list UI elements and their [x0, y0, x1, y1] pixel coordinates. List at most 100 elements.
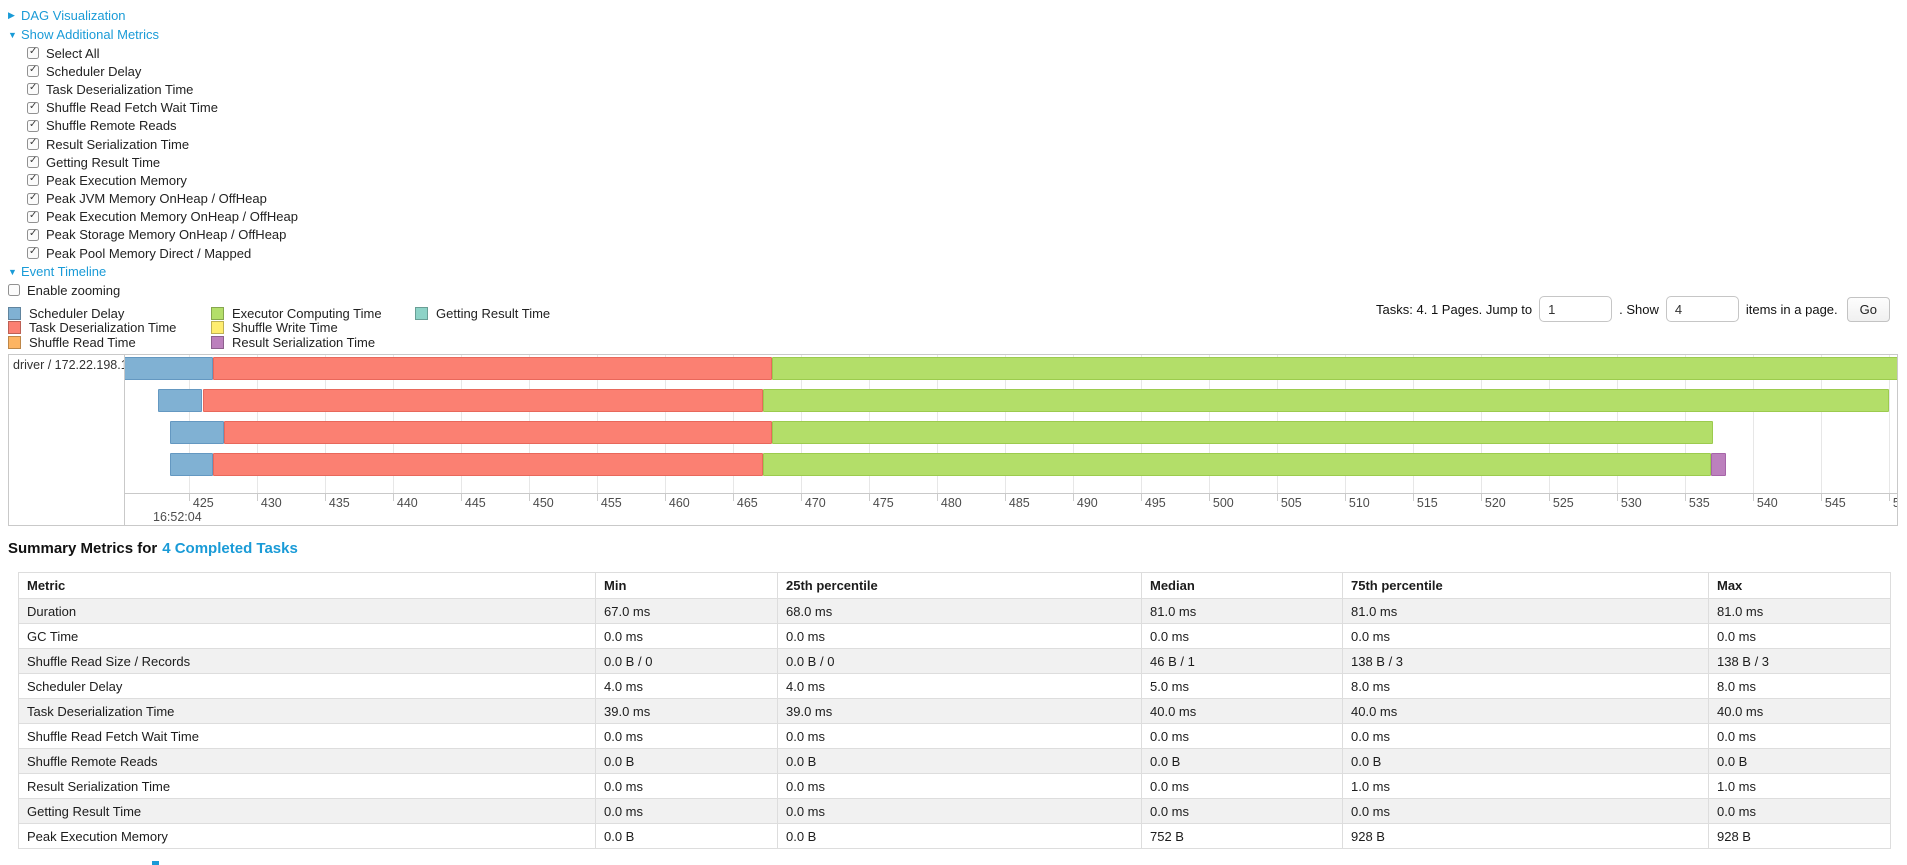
axis-tick: [664, 494, 666, 501]
table-cell: 928 B: [1708, 823, 1891, 849]
table-cell: 0.0 ms: [595, 723, 778, 749]
metric-checkbox-item[interactable]: Peak Pool Memory Direct / Mapped: [27, 244, 298, 262]
task-segment-scheduler-delay[interactable]: [125, 357, 214, 380]
task-pagination: Tasks: 4. 1 Pages. Jump to . Show items …: [1376, 296, 1890, 322]
table-cell: Result Serialization Time: [18, 773, 596, 799]
table-header-cell: Max: [1708, 572, 1891, 599]
metric-checkbox-item[interactable]: Scheduler Delay: [27, 62, 298, 80]
axis-tick-label: 515: [1416, 496, 1438, 510]
axis-tick: [256, 494, 258, 501]
axis-tick: [1548, 494, 1550, 501]
axis-tick: [936, 494, 938, 501]
metric-checkbox-item[interactable]: Peak JVM Memory OnHeap / OffHeap: [27, 190, 298, 208]
checkbox-icon[interactable]: [27, 155, 39, 169]
show-additional-metrics-toggle[interactable]: ▼ Show Additional Metrics: [8, 25, 298, 44]
axis-tick-label: 475: [872, 496, 894, 510]
metric-checkbox-item[interactable]: Shuffle Remote Reads: [27, 117, 298, 135]
table-cell: 0.0 B: [777, 748, 1142, 774]
table-cell: 46 B / 1: [1141, 648, 1343, 674]
metric-checkbox-item[interactable]: Peak Storage Memory OnHeap / OffHeap: [27, 226, 298, 244]
table-cell: 752 B: [1141, 823, 1343, 849]
pagination-mid: . Show: [1619, 301, 1659, 317]
legend-item: Shuffle Read Time: [8, 335, 179, 350]
task-segment-task-deserialization[interactable]: [202, 389, 763, 412]
jump-to-page-input[interactable]: [1539, 296, 1613, 322]
task-segment-task-deserialization[interactable]: [213, 357, 773, 380]
checkbox-icon[interactable]: [27, 246, 39, 260]
axis-tick: [1140, 494, 1142, 501]
enable-zooming-row[interactable]: Enable zooming: [8, 281, 298, 299]
items-per-page-input[interactable]: [1665, 296, 1739, 322]
task-segment-scheduler-delay[interactable]: [169, 421, 225, 444]
task-segment-task-deserialization[interactable]: [213, 453, 763, 476]
table-cell: 0.0 B: [777, 823, 1142, 849]
completed-tasks-link[interactable]: 4 Completed Tasks: [162, 540, 298, 557]
table-cell: 81.0 ms: [1342, 598, 1709, 624]
axis-tick: [1004, 494, 1006, 501]
checkbox-icon[interactable]: [27, 192, 39, 205]
checkbox-icon[interactable]: [27, 228, 39, 241]
table-cell: 0.0 B / 0: [595, 648, 778, 674]
table-cell: 0.0 ms: [595, 623, 778, 649]
metric-checkbox-item[interactable]: Result Serialization Time: [27, 135, 298, 153]
table-cell: 67.0 ms: [595, 598, 778, 624]
metric-checkbox-item[interactable]: Shuffle Read Fetch Wait Time: [27, 99, 298, 117]
task-segment-executor-computing[interactable]: [772, 421, 1714, 444]
dag-visualization-toggle[interactable]: ▶ DAG Visualization: [8, 6, 298, 25]
table-cell: 0.0 B: [1141, 748, 1343, 774]
axis-tick-label: 480: [940, 496, 962, 510]
table-cell: GC Time: [18, 623, 596, 649]
metric-checkbox-item[interactable]: Peak Execution Memory OnHeap / OffHeap: [27, 208, 298, 226]
legend-item: Executor Computing Time: [211, 306, 387, 321]
go-button[interactable]: Go: [1846, 296, 1890, 322]
axis-tick-label: 545: [1824, 496, 1846, 510]
axis-tick-label: 505: [1280, 496, 1302, 510]
table-row: Peak Execution Memory 0.0 B 0.0 B 752 B 928 …: [18, 823, 1891, 849]
checkbox-label: Getting Result Time: [46, 154, 161, 170]
metric-checkbox-item[interactable]: Getting Result Time: [27, 153, 298, 171]
axis-tick-label: 520: [1484, 496, 1506, 510]
task-segment-executor-computing[interactable]: [762, 389, 1889, 412]
axis-tick: [868, 494, 870, 501]
table-cell: Shuffle Read Size / Records: [18, 648, 596, 674]
checkbox-label: Shuffle Remote Reads: [46, 118, 177, 134]
task-segment-result-serialization[interactable]: [1710, 453, 1726, 476]
legend-swatch-icon: [8, 321, 21, 335]
table-cell: 4.0 ms: [777, 673, 1142, 699]
checkbox-icon[interactable]: [27, 46, 39, 60]
checkbox-icon[interactable]: [27, 82, 39, 96]
axis-tick-label: 435: [328, 496, 350, 510]
legend-swatch-icon: [415, 306, 428, 320]
task-segment-scheduler-delay[interactable]: [169, 453, 214, 476]
metric-checkbox-item[interactable]: Peak Execution Memory: [27, 171, 298, 189]
enable-zooming-checkbox[interactable]: [8, 284, 20, 297]
table-row: GC Time 0.0 ms 0.0 ms 0.0 ms 0.0 ms 0.0 ms: [18, 623, 1891, 649]
metric-checkbox-item[interactable]: Select All: [27, 44, 298, 62]
table-cell: 0.0 ms: [1141, 773, 1343, 799]
task-segment-scheduler-delay[interactable]: [157, 389, 203, 412]
table-cell: 81.0 ms: [1708, 598, 1891, 624]
checkbox-icon[interactable]: [27, 101, 39, 114]
legend-item: Task Deserialization Time: [8, 320, 179, 335]
event-timeline-label: Event Timeline: [21, 264, 107, 280]
metric-checkbox-item[interactable]: Task Deserialization Time: [27, 80, 298, 98]
task-segment-executor-computing[interactable]: [762, 453, 1711, 476]
checkbox-icon[interactable]: [27, 210, 39, 223]
checkbox-label: Select All: [46, 45, 100, 61]
checkbox-icon[interactable]: [27, 119, 39, 132]
legend-item: Result Serialization Time: [211, 335, 387, 350]
legend-column: Scheduler Delay Task Deserialization Time…: [8, 306, 179, 350]
stage-controls: ▶ DAG Visualization ▼ Show Additional Me…: [8, 6, 298, 299]
axis-tick-label: 440: [396, 496, 418, 510]
task-segment-executor-computing[interactable]: [772, 357, 1897, 380]
table-cell: 0.0 ms: [1342, 798, 1709, 824]
checkbox-icon[interactable]: [27, 173, 39, 187]
checkbox-label: Peak Execution Memory OnHeap / OffHeap: [46, 209, 298, 225]
table-cell: 0.0 B / 0: [777, 648, 1142, 674]
event-timeline-toggle[interactable]: ▼ Event Timeline: [8, 262, 298, 281]
table-cell: 8.0 ms: [1708, 673, 1891, 699]
checkbox-icon[interactable]: [27, 64, 39, 78]
axis-tick-label: 500: [1212, 496, 1234, 510]
task-segment-task-deserialization[interactable]: [224, 421, 773, 444]
checkbox-icon[interactable]: [27, 137, 39, 151]
